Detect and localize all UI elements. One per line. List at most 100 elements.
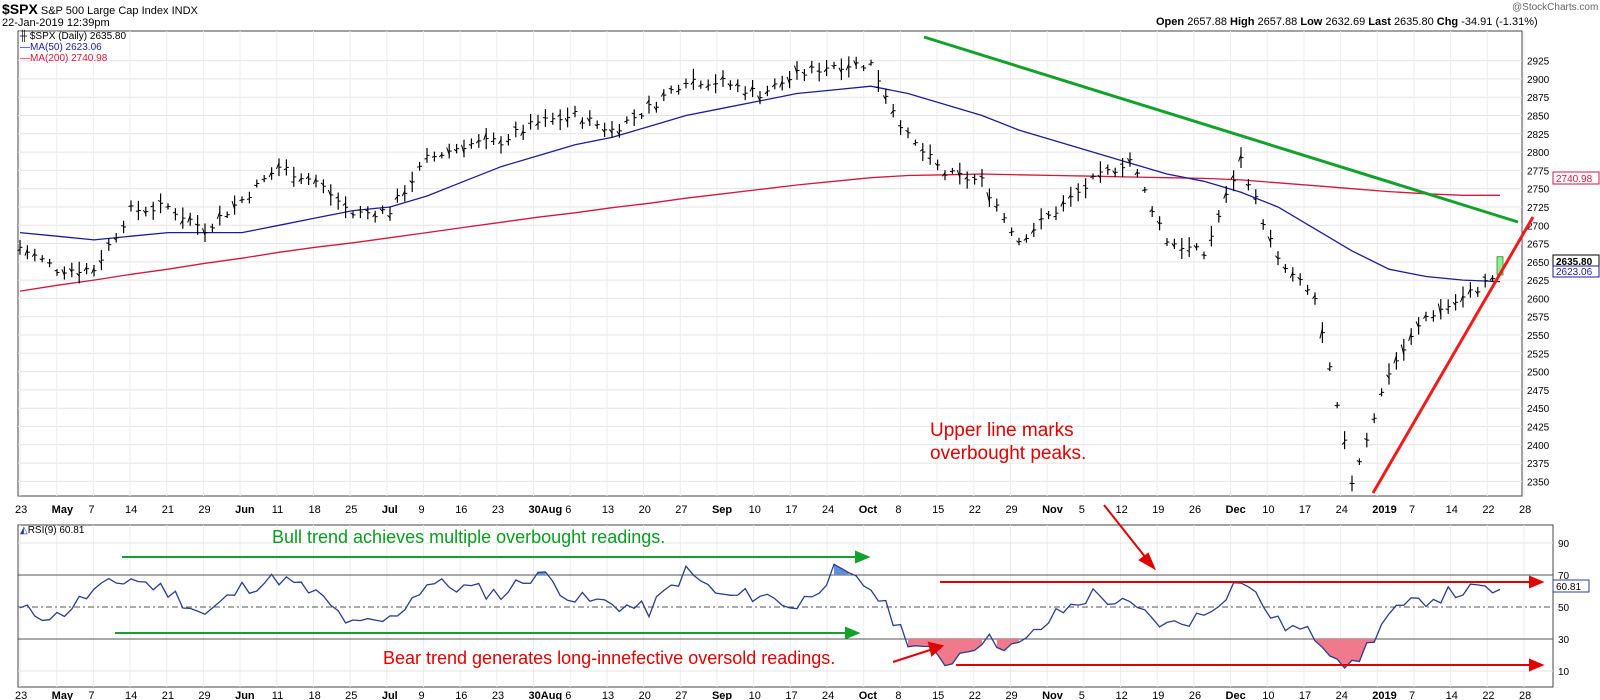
price-bar <box>76 261 82 284</box>
price-bar <box>690 68 696 90</box>
price-bar <box>165 203 171 210</box>
price-bar <box>727 80 733 91</box>
x-tick-label: Sep <box>712 690 732 700</box>
bar-icon: ╫ <box>20 31 28 42</box>
price-bar <box>875 70 881 92</box>
x-tick-label: Dec <box>1226 690 1246 700</box>
price-bar <box>1030 222 1037 237</box>
price-bar <box>653 101 659 113</box>
price-bar <box>468 138 474 149</box>
price-bar <box>475 134 482 148</box>
x-tick-label: 24 <box>1336 690 1348 700</box>
x-tick-label: 25 <box>345 690 357 700</box>
x-tick-label: 18 <box>308 690 320 700</box>
x-tick-label: 11 <box>272 690 283 700</box>
x-tick-label: 20 <box>639 504 651 516</box>
x-tick-label: 29 <box>1005 690 1017 700</box>
x-tick-label: 28 <box>1519 504 1531 516</box>
price-bar <box>157 193 164 214</box>
x-tick-label: 21 <box>162 690 174 700</box>
x-axis-middle: 23 May 7 14 21 29 Jun 11 18 25 Jul 9 16 23 30Aug 6 13 20 2… <box>15 504 1531 516</box>
price-bar <box>919 142 926 162</box>
x-tick-label: 13 <box>602 690 614 700</box>
x-tick-label: Oct <box>859 504 878 516</box>
price-bar <box>1216 210 1222 223</box>
price-bar <box>994 198 1000 212</box>
x-tick-label: Dec <box>1226 504 1246 516</box>
price-bar <box>128 200 134 212</box>
price-bar <box>1371 413 1377 424</box>
price-bar <box>431 151 437 162</box>
x-tick-label: 17 <box>1299 504 1311 516</box>
price-bar <box>17 239 23 255</box>
price-bar <box>1001 212 1007 223</box>
price-bar <box>1105 164 1111 175</box>
x-tick-label: 7 <box>1409 504 1415 516</box>
price-bar <box>1179 238 1185 260</box>
x-tick-label: 15 <box>932 504 944 516</box>
bear-arrows <box>892 504 1545 672</box>
price-bar <box>209 223 215 233</box>
price-bar <box>106 238 112 251</box>
annotation-bull-trend: Bull trend achieves multiple overbought … <box>272 527 666 547</box>
price-bar <box>231 195 238 215</box>
x-tick-label: Oct <box>859 690 878 700</box>
annotation-bear-trend: Bear trend generates long-innefective ov… <box>383 648 836 668</box>
price-bar <box>438 152 445 159</box>
price-bar <box>1349 475 1355 492</box>
price-bar <box>986 188 992 208</box>
price-bar <box>453 143 460 154</box>
price-bar <box>1193 243 1200 251</box>
price-bar <box>898 120 904 136</box>
price-bar <box>528 113 534 130</box>
price-bar <box>882 88 889 104</box>
x-tick-label: 5 <box>1079 504 1085 516</box>
price-bar <box>1386 363 1392 385</box>
rsi-tick-label: 70 <box>1558 571 1570 582</box>
price-bar <box>394 188 400 203</box>
price-bar <box>720 70 726 87</box>
price-y-axis: 2350 2375 2400 2425 2450 2475 2500 2525 2550 2575… <box>1527 57 1550 489</box>
price-bar <box>1289 267 1296 282</box>
price-bar <box>1186 237 1192 258</box>
price-bar <box>379 205 386 214</box>
price-bar <box>1267 229 1274 248</box>
price-bar <box>949 167 955 174</box>
ma200-line <box>19 173 1500 292</box>
price-bar <box>1060 195 1066 212</box>
price-bar <box>757 91 763 105</box>
price-bar <box>1467 282 1473 298</box>
price-bar <box>712 74 719 94</box>
x-tick-label: Jun <box>235 504 255 516</box>
price-bar <box>1260 219 1266 230</box>
price-bar <box>905 127 911 139</box>
price-bar <box>771 78 778 90</box>
price-bar <box>1127 152 1133 167</box>
svg-text:2635.80: 2635.80 <box>1556 257 1593 268</box>
price-bar <box>1171 238 1177 249</box>
x-tick-label: 7 <box>88 504 94 516</box>
price-bar <box>934 159 941 171</box>
price-bar <box>912 139 918 146</box>
price-bar <box>1319 322 1325 344</box>
x-tick-label: May <box>52 690 74 700</box>
price-bar <box>61 266 67 280</box>
x-tick-label: 14 <box>1446 504 1458 516</box>
price-bar <box>786 71 793 89</box>
legend-ma200: —MA(200) 2740.98 <box>20 53 108 64</box>
price-bar <box>113 233 119 243</box>
price-tick-label: 2625 <box>1527 276 1550 287</box>
price-bar <box>461 139 467 158</box>
price-bar <box>1016 237 1022 246</box>
bull-arrows <box>115 550 871 640</box>
price-bar <box>542 109 548 127</box>
price-tick-label: 2900 <box>1527 75 1550 86</box>
price-bar <box>1075 183 1081 202</box>
x-tick-label: 20 <box>639 690 651 700</box>
price-panel <box>17 30 1523 497</box>
price-bar <box>624 116 630 124</box>
price-bar <box>1245 179 1251 191</box>
price-tick-label: 2400 <box>1527 441 1550 452</box>
price-bar <box>1423 311 1429 322</box>
